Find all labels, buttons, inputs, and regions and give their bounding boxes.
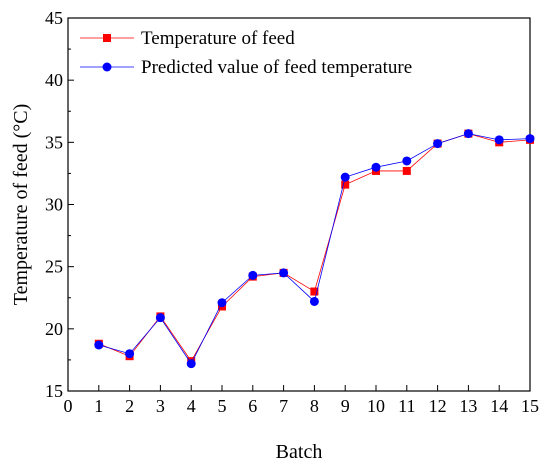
data-point: [433, 139, 443, 149]
x-tick-label: 10: [367, 396, 385, 416]
x-tick-label: 6: [248, 396, 257, 416]
data-point: [494, 135, 504, 145]
data-point: [402, 156, 412, 166]
legend-marker: [103, 34, 111, 42]
data-point: [402, 166, 411, 175]
x-tick-label: 8: [310, 396, 319, 416]
legend: Temperature of feed Predicted value of fe…: [80, 28, 412, 78]
x-tick-label: 13: [459, 396, 477, 416]
x-tick-label: 7: [279, 396, 288, 416]
x-tick-label: 11: [398, 396, 415, 416]
x-axis-ticks: 0 1 2 3 4 5 6 7 8 9 10 11 12 13 14 15: [64, 385, 539, 416]
y-tick-label: 40: [45, 70, 63, 90]
legend-label: Temperature of feed: [141, 28, 295, 49]
legend-item: Temperature of feed: [80, 28, 295, 49]
series-line: [98, 133, 531, 365]
x-tick-label: 4: [187, 396, 196, 416]
y-axis-ticks: 15 20 25 30 35 40 45: [45, 8, 74, 401]
data-point: [309, 296, 319, 306]
data-point: [155, 313, 165, 323]
series-1: [94, 129, 534, 366]
y-axis-title: Temperature of feed (°C): [10, 104, 32, 306]
x-axis-title: Batch: [276, 441, 323, 463]
legend-item: Predicted value of feed temperature: [80, 57, 412, 78]
y-tick-label: 45: [45, 8, 63, 28]
y-tick-label: 20: [45, 319, 63, 339]
x-tick-label: 15: [521, 396, 539, 416]
series-2: [94, 129, 535, 369]
y-tick-label: 15: [45, 381, 63, 401]
y-tick-label: 35: [45, 132, 63, 152]
x-tick-label: 3: [156, 396, 165, 416]
data-point: [217, 298, 227, 308]
data-point: [525, 134, 535, 144]
data-point: [125, 349, 135, 359]
y-tick-label: 25: [45, 257, 63, 277]
y-tick-label: 30: [45, 195, 63, 215]
data-point: [463, 129, 473, 139]
data-point: [340, 172, 350, 182]
data-point: [341, 180, 350, 189]
x-tick-label: 2: [125, 396, 134, 416]
data-point: [371, 162, 381, 172]
x-tick-label: 0: [64, 396, 73, 416]
series-line: [98, 133, 531, 362]
data-point: [248, 270, 258, 280]
data-point: [186, 359, 196, 369]
legend-label: Predicted value of feed temperature: [141, 57, 412, 78]
x-tick-label: 9: [341, 396, 350, 416]
legend-marker: [102, 62, 112, 72]
x-tick-label: 1: [94, 396, 103, 416]
data-point: [94, 340, 104, 350]
data-point: [310, 287, 319, 296]
x-tick-label: 5: [218, 396, 227, 416]
series-layer: [94, 129, 535, 369]
x-tick-label: 12: [429, 396, 447, 416]
data-point: [279, 268, 289, 278]
x-tick-label: 14: [490, 396, 508, 416]
